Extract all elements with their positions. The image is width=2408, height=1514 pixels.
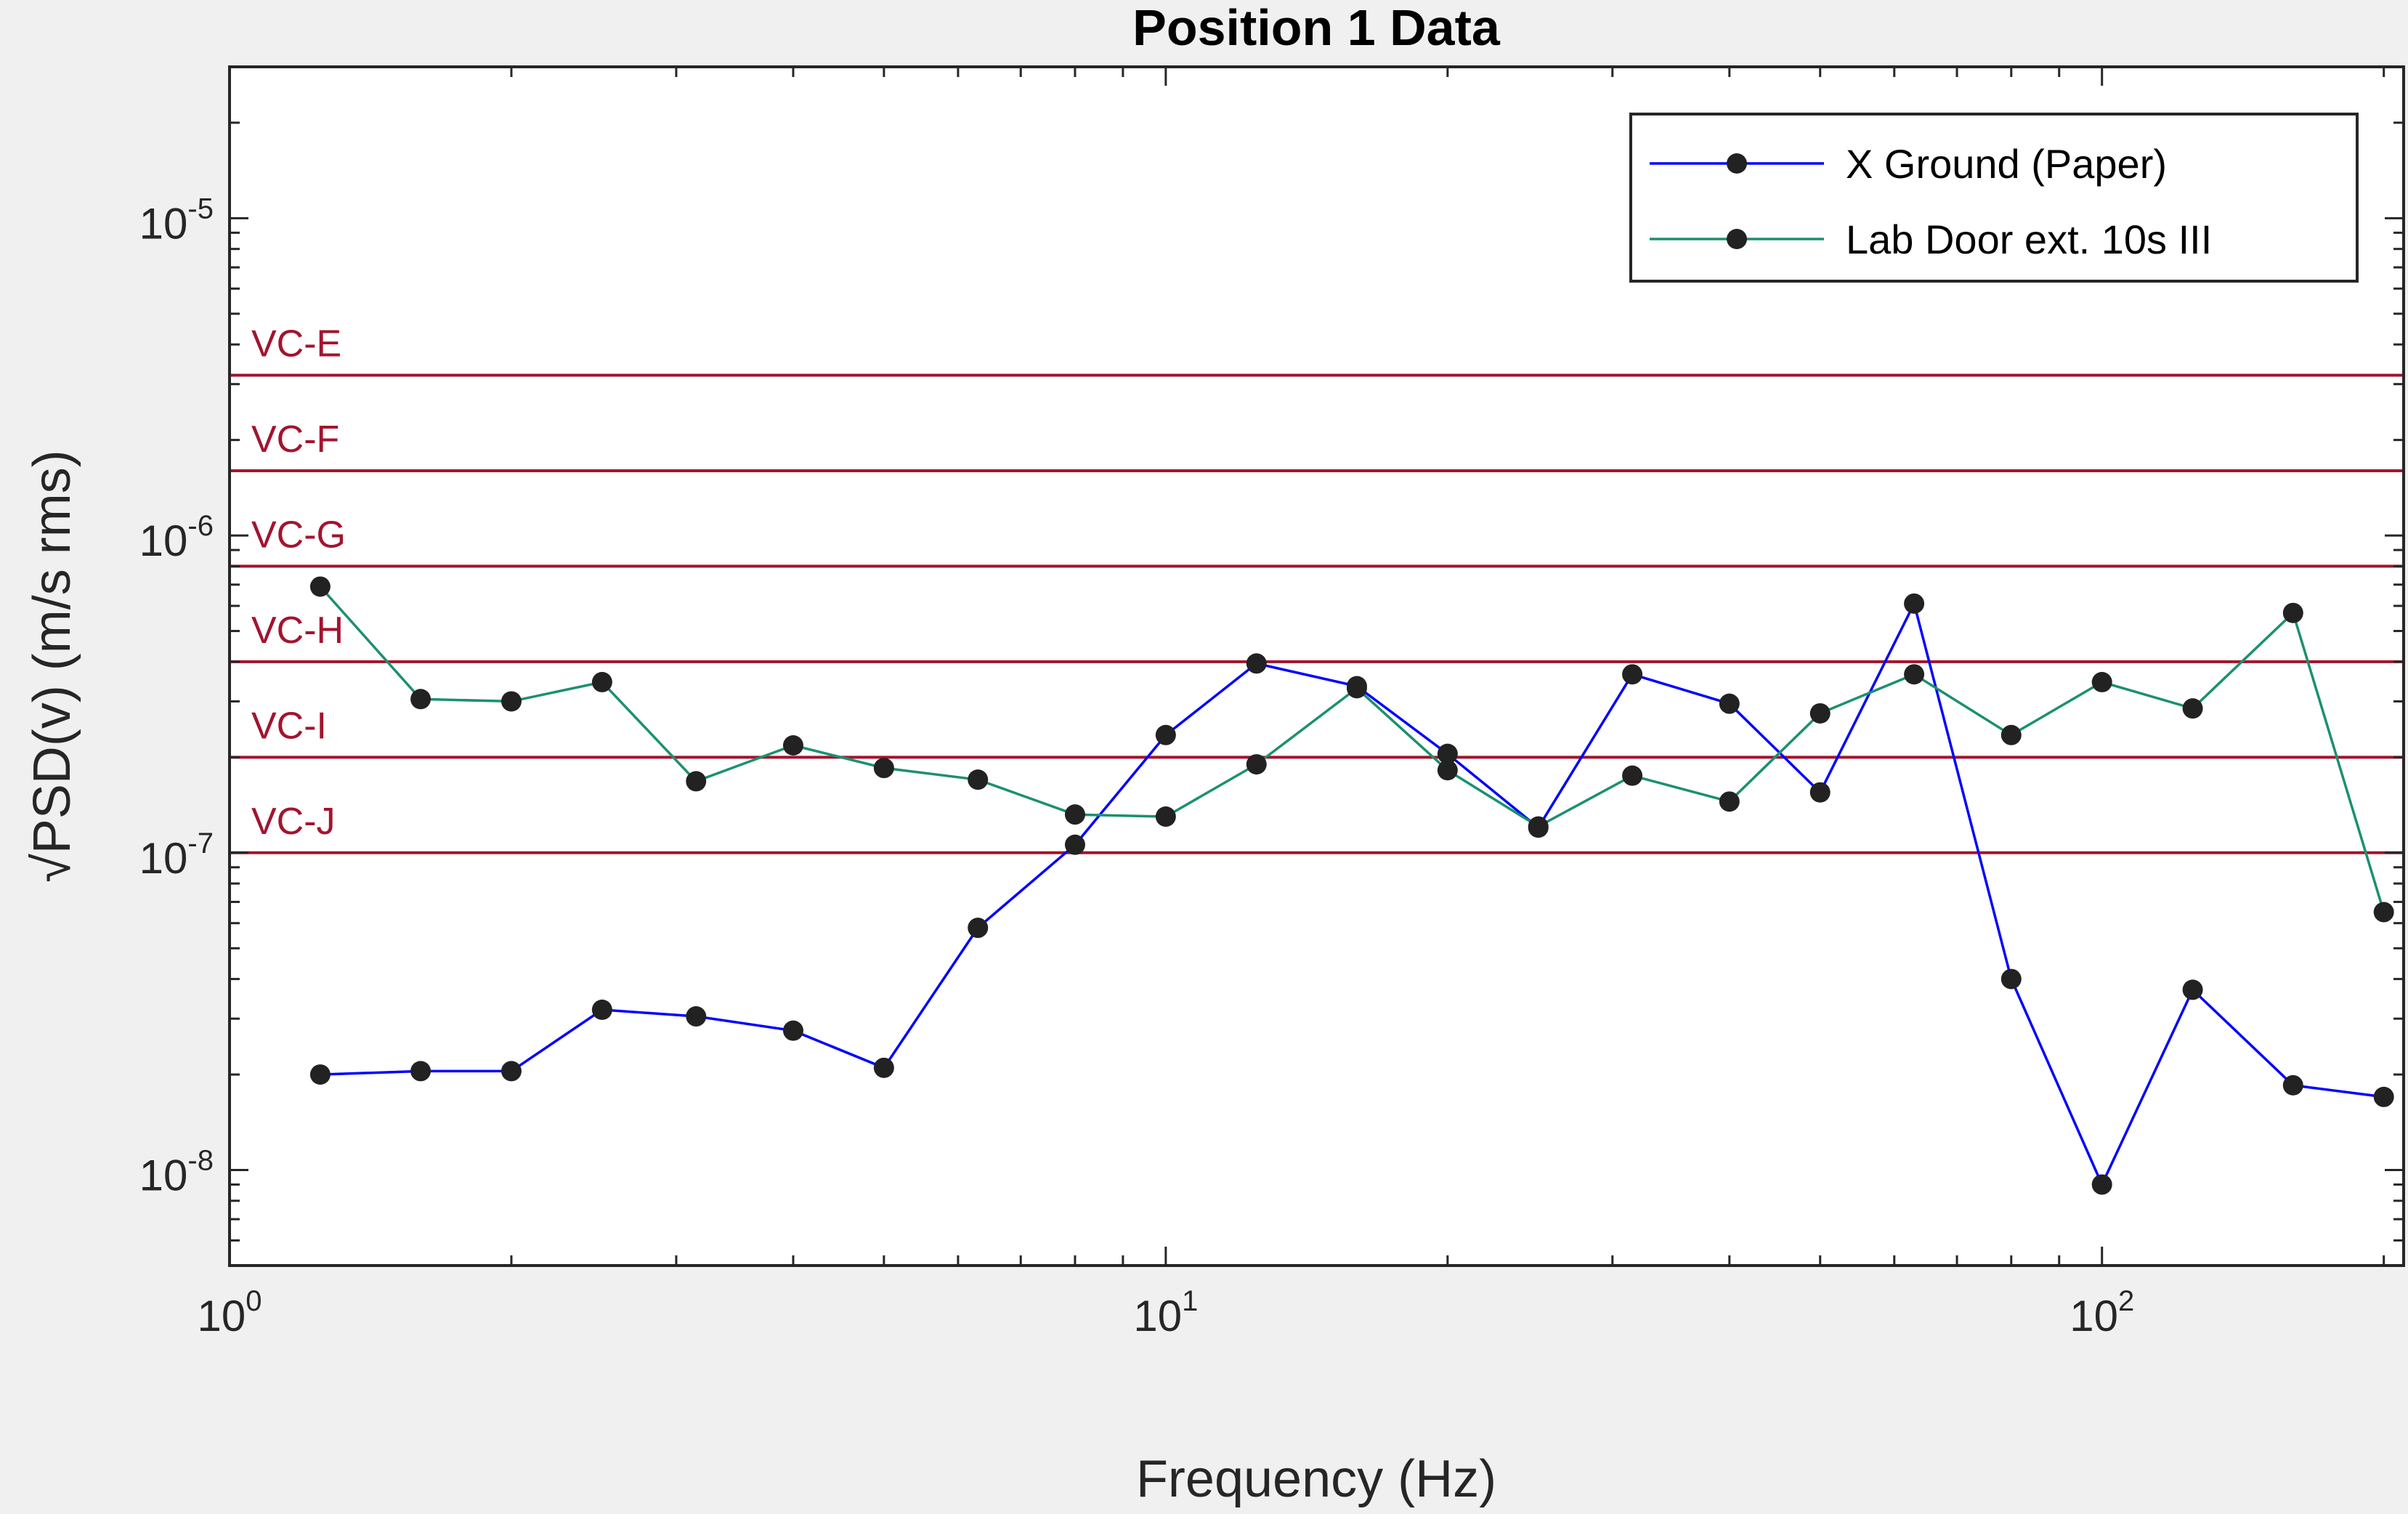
series-1-point-13	[1437, 743, 1458, 764]
series-2-point-23	[2373, 902, 2394, 923]
plot-frame	[228, 65, 2405, 1267]
y-tick-label: 10-7	[139, 827, 214, 883]
series-2-point-9	[1064, 804, 1085, 825]
reference-label-vc-e: VC-E	[251, 323, 341, 365]
series-1-point-19	[2000, 968, 2022, 989]
series-2-point-7	[873, 758, 894, 779]
series-2-point-17	[1809, 703, 1831, 724]
reference-label-vc-h: VC-H	[251, 610, 344, 652]
series-1-point-22	[2282, 1074, 2303, 1096]
x-axis-label: Frequency (Hz)	[1136, 1450, 1496, 1508]
series-1-point-15	[1622, 664, 1643, 685]
series-2-point-15	[1622, 765, 1643, 786]
reference-lines: VC-E VC-F VC-G VC-H VC-I VC-J	[230, 323, 2404, 854]
series-2-point-21	[2182, 698, 2203, 719]
legend-box	[1629, 113, 2359, 283]
series-1-point-7	[873, 1057, 894, 1078]
series-1-point-20	[2091, 1174, 2112, 1195]
series-1-point-18	[1904, 593, 1925, 614]
series-1-point-6	[782, 1020, 803, 1041]
series-2-point-20	[2091, 671, 2112, 692]
series-2-point-22	[2282, 602, 2303, 623]
series-1-point-11	[1246, 653, 1267, 674]
reference-label-vc-j: VC-J	[251, 801, 336, 843]
series-2-point-1	[309, 576, 331, 597]
series-2-point-12	[1346, 678, 1367, 699]
reference-label-vc-g: VC-G	[251, 514, 346, 556]
series-2-point-5	[686, 771, 707, 792]
series-1-point-3	[500, 1061, 522, 1082]
series-2-point-16	[1719, 791, 1740, 812]
legend-label-1: X Ground (Paper)	[1846, 141, 2167, 187]
series-2-point-6	[782, 735, 803, 756]
series-2-point-14	[1528, 816, 1549, 837]
legend: X Ground (Paper) Lab Door ext. 10s III	[1629, 113, 2359, 283]
y-tick-label: 10-6	[139, 510, 214, 565]
series-layer	[309, 576, 2394, 1195]
series-2-point-4	[591, 671, 612, 692]
legend-swatch-marker-1	[1727, 153, 1747, 174]
reference-label-vc-f: VC-F	[251, 418, 339, 461]
ticks: 100 101 102 10-8 10-7 10-6 10-5	[139, 67, 2404, 1340]
series-1-point-4	[591, 999, 612, 1020]
series-2-point-18	[1904, 664, 1925, 685]
x-tick-label: 100	[198, 1285, 262, 1340]
series-2-point-8	[968, 769, 989, 790]
series-1-point-5	[686, 1006, 707, 1027]
series-2-point-13	[1437, 760, 1458, 781]
series-2-point-11	[1246, 754, 1267, 775]
series-1-point-1	[309, 1064, 331, 1085]
y-axis-label: √PSD(v) (m/s rms)	[23, 450, 81, 882]
series-1-point-23	[2373, 1086, 2394, 1107]
series-1-point-10	[1155, 724, 1176, 745]
chart-title: Position 1 Data	[1132, 0, 1501, 56]
series-2-point-10	[1155, 806, 1176, 827]
series-1-point-16	[1719, 693, 1740, 714]
y-tick-label: 10-8	[139, 1145, 214, 1200]
series-1-point-21	[2182, 979, 2203, 1000]
x-tick-label: 101	[1133, 1285, 1198, 1340]
series-2-point-3	[500, 691, 522, 712]
series-1-point-17	[1809, 782, 1831, 803]
legend-label-2: Lab Door ext. 10s III	[1846, 216, 2212, 262]
reference-label-vc-i: VC-I	[251, 705, 327, 747]
series-2-point-19	[2000, 724, 2022, 745]
series-1-point-2	[410, 1061, 431, 1082]
y-tick-label: 10-5	[139, 193, 214, 248]
series-1-point-9	[1064, 834, 1085, 855]
legend-swatch-marker-2	[1727, 229, 1747, 249]
x-tick-label: 102	[2069, 1285, 2134, 1340]
series-2-point-2	[410, 689, 431, 710]
series-1-point-8	[968, 918, 989, 939]
